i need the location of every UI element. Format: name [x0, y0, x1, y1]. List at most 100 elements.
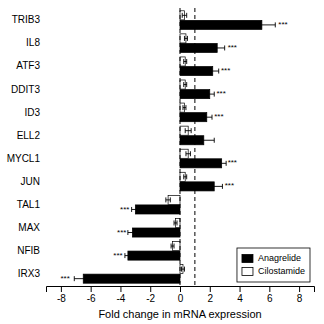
x-tick-mark — [269, 286, 270, 292]
bar — [128, 251, 180, 260]
legend-swatch — [242, 255, 253, 263]
x-tick-label: -4 — [116, 293, 125, 304]
significance-label: *** — [225, 181, 234, 190]
y-tick: IRX3 — [18, 268, 41, 279]
x-tick: 4 — [237, 286, 243, 304]
reference-line — [194, 8, 195, 286]
significance-label: *** — [60, 274, 69, 283]
error-bar — [193, 138, 214, 143]
error-bar — [202, 115, 212, 120]
x-tick: -8 — [57, 286, 66, 304]
series-1 — [166, 11, 191, 274]
significance-label: *** — [113, 251, 122, 260]
y-tick-label: DDIT3 — [11, 84, 40, 95]
x-tick-label: -6 — [87, 293, 96, 304]
error-bar — [181, 267, 184, 272]
error-bar — [128, 230, 137, 235]
y-tick: ID3 — [24, 107, 40, 118]
significance-label: *** — [216, 89, 225, 98]
legend: Anagrelide Cilostamide — [237, 248, 310, 282]
x-tick-mark — [240, 286, 241, 292]
bar — [132, 228, 180, 237]
x-tick-label: 2 — [207, 293, 213, 304]
y-tick: ELL2 — [17, 130, 41, 141]
error-bar — [182, 13, 186, 18]
error-bar — [210, 45, 225, 50]
y-tick: TRIB3 — [12, 14, 41, 25]
legend-frame — [237, 248, 310, 282]
legend-label: Anagrelide — [258, 253, 301, 263]
x-tick: 2 — [207, 286, 213, 304]
legend-item: Anagrelide — [242, 253, 301, 263]
y-tick-label: IL8 — [26, 37, 40, 48]
error-bar — [206, 184, 222, 189]
error-bar — [125, 253, 131, 258]
bar — [83, 274, 180, 283]
y-tick-label: IRX3 — [18, 268, 41, 279]
y-tick: ATF3 — [16, 60, 40, 71]
x-tick-mark — [299, 286, 300, 292]
y-tick: JUN — [21, 176, 40, 187]
bar — [135, 205, 180, 214]
error-bar — [183, 105, 186, 110]
significance-label: *** — [117, 228, 126, 237]
series-0 — [74, 20, 275, 283]
legend-label: Cilostamide — [258, 266, 305, 276]
x-tick-mark — [61, 286, 62, 292]
error-bar — [166, 197, 170, 202]
error-bar — [132, 207, 139, 212]
marks — [74, 8, 275, 286]
error-bar — [184, 82, 187, 87]
x-tick-mark — [91, 286, 92, 292]
error-bar — [207, 69, 219, 74]
x-tick: 8 — [297, 286, 303, 304]
x-tick-mark — [180, 286, 181, 292]
y-tick: IL8 — [26, 37, 40, 48]
significance-label: *** — [214, 112, 223, 121]
chart-container: -8-6-4-202468Fold change in mRNA express… — [0, 0, 324, 324]
error-bar — [174, 220, 177, 225]
x-tick-mark — [210, 286, 211, 292]
legend-swatch — [242, 268, 253, 276]
bar — [180, 159, 222, 168]
y-tick: NFIB — [17, 245, 40, 256]
error-bar — [184, 36, 187, 41]
chart-svg: -8-6-4-202468Fold change in mRNA express… — [0, 0, 324, 324]
x-tick: 0 — [178, 286, 184, 304]
y-tick-label: NFIB — [17, 245, 40, 256]
significance-label: *** — [221, 66, 230, 75]
reference-line — [180, 8, 181, 286]
significance-label: *** — [228, 158, 237, 167]
y-tick-label: JUN — [21, 176, 40, 187]
x-tick-mark — [120, 286, 121, 292]
x-tick-label: -2 — [146, 293, 155, 304]
y-tick-label: ID3 — [24, 107, 40, 118]
y-tick: MYCL1 — [7, 153, 41, 164]
y-tick-label: TAL1 — [17, 199, 41, 210]
y-tick-label: ATF3 — [16, 60, 40, 71]
x-axis: -8 -6 -4 -2 0 2 4 6 8 — [47, 286, 315, 304]
error-bar — [74, 276, 92, 281]
x-tick: 6 — [267, 286, 273, 304]
significance-label: *** — [120, 205, 129, 214]
x-tick: -6 — [87, 286, 96, 304]
x-tick: -2 — [146, 286, 155, 304]
legend-item: Cilostamide — [242, 266, 305, 276]
x-tick-label: -8 — [57, 293, 66, 304]
y-tick-label: TRIB3 — [12, 14, 41, 25]
error-bar — [205, 92, 214, 97]
annotations: ********************************* — [60, 20, 287, 283]
y-tick: MAX — [18, 222, 40, 233]
error-bar — [185, 128, 191, 133]
x-tick-label: 4 — [237, 293, 243, 304]
error-bar — [171, 244, 174, 249]
x-tick-label: 0 — [178, 293, 184, 304]
x-tick: -4 — [116, 286, 125, 304]
x-tick-label: 8 — [297, 293, 303, 304]
significance-label: *** — [278, 20, 287, 29]
y-axis: TRIB3 IL8 ATF3 DDIT3 ID3 ELL2 MYCL1 JUN TAL1 MAX N… — [7, 14, 41, 279]
x-axis-line — [47, 287, 315, 293]
error-bar — [186, 151, 190, 156]
y-tick: DDIT3 — [11, 84, 40, 95]
error-bar — [248, 22, 275, 27]
